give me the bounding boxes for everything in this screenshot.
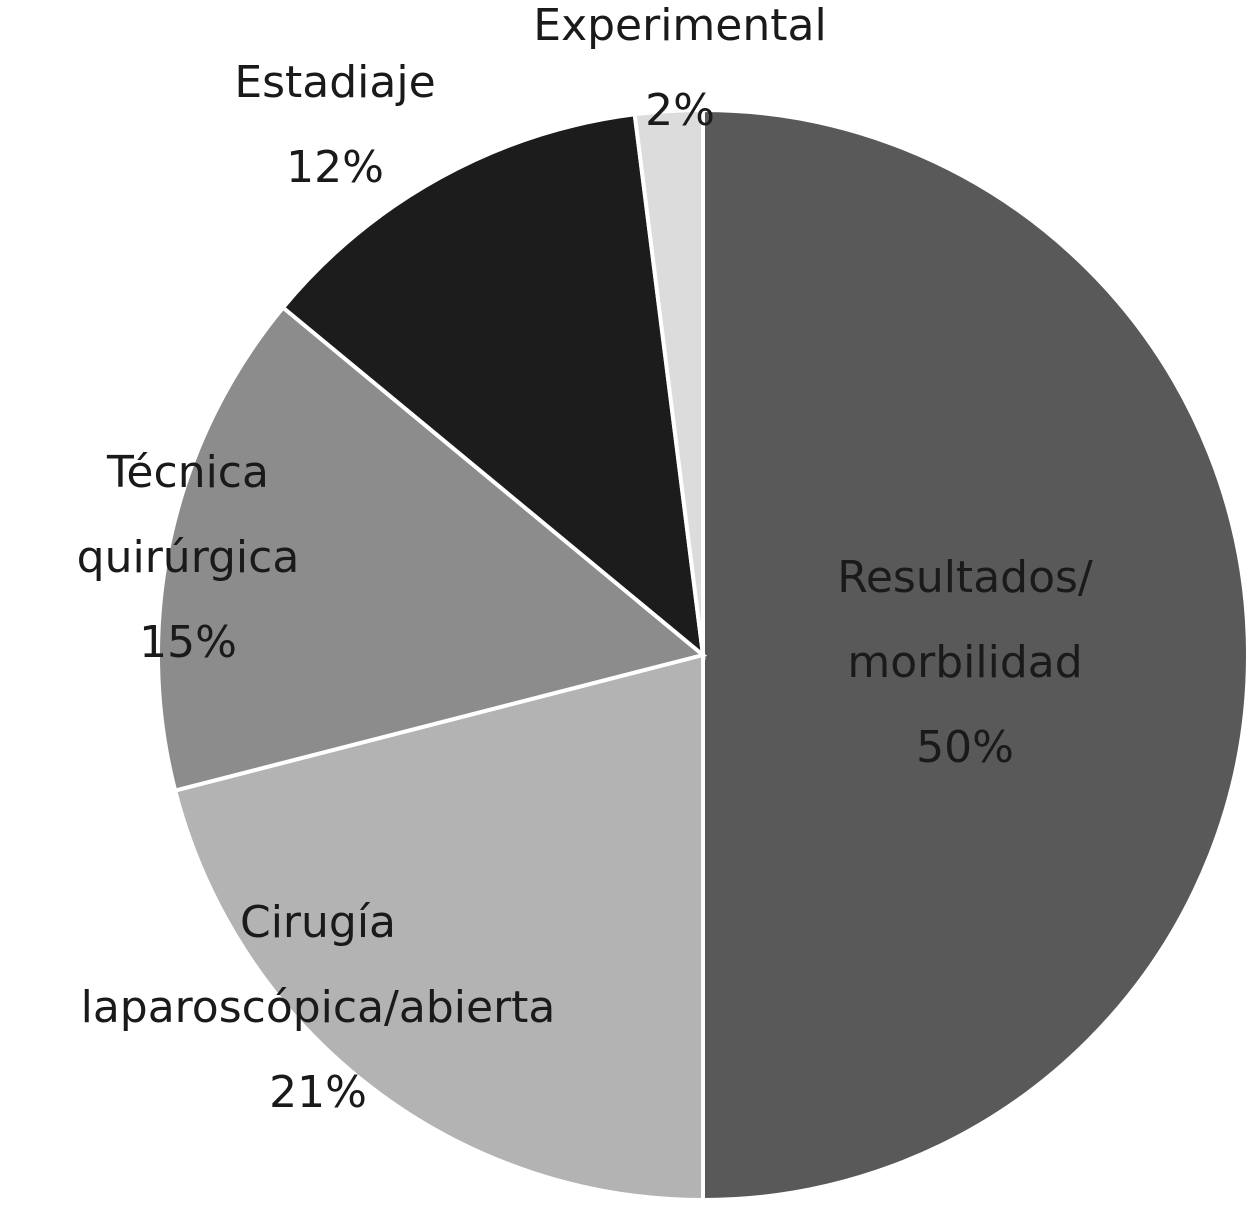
pie-slice [156, 304, 708, 793]
slice-label: Estadiaje [234, 57, 435, 108]
slice-label: Resultados/morbilidad [837, 552, 1093, 688]
slice-label: Cirugía laparoscópica/abierta [81, 897, 556, 1033]
value-label: 50% [916, 722, 1014, 773]
slice-label: Experimental [533, 0, 826, 51]
slice-label: Técnica quirúrgica [77, 447, 300, 583]
value-label: 2% [645, 85, 715, 136]
pie-slice [172, 652, 705, 1203]
value-label: 12% [286, 142, 384, 193]
value-label: 15% [139, 617, 237, 668]
pie-slice [701, 107, 1250, 1203]
value-label: 21% [269, 1067, 367, 1118]
pie-slice [280, 112, 706, 660]
pie-slice [632, 107, 705, 656]
